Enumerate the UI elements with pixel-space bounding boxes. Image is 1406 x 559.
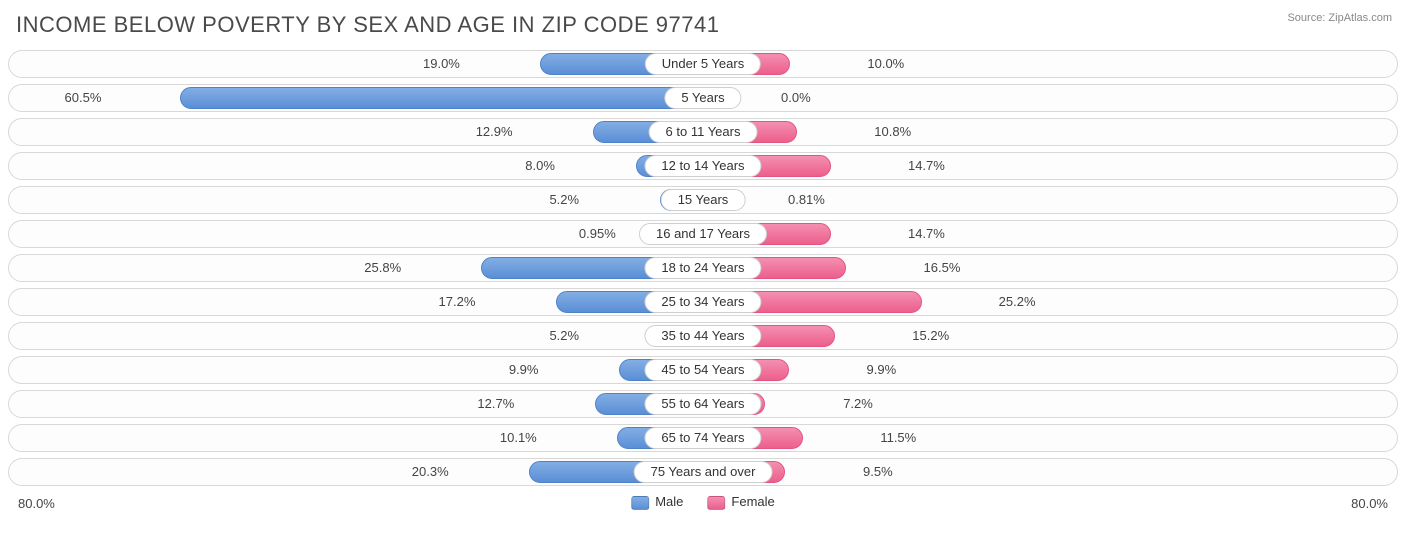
male-value: 9.9% <box>509 359 547 381</box>
female-value: 14.7% <box>900 155 945 177</box>
category-label: 65 to 74 Years <box>644 427 761 449</box>
category-label: 18 to 24 Years <box>644 257 761 279</box>
chart-row: 5.2% 15.2% 35 to 44 Years <box>8 322 1398 350</box>
chart-title: INCOME BELOW POVERTY BY SEX AND AGE IN Z… <box>16 12 1398 38</box>
female-value: 0.81% <box>780 189 825 211</box>
female-value: 9.5% <box>855 461 893 483</box>
female-value: 9.9% <box>859 359 897 381</box>
male-value: 5.2% <box>549 325 587 347</box>
chart-row: 17.2% 25.2% 25 to 34 Years <box>8 288 1398 316</box>
category-label: 45 to 54 Years <box>644 359 761 381</box>
female-value: 14.7% <box>900 223 945 245</box>
chart-row: 12.9% 10.8% 6 to 11 Years <box>8 118 1398 146</box>
category-label: 12 to 14 Years <box>644 155 761 177</box>
male-value: 60.5% <box>65 87 110 109</box>
female-value: 0.0% <box>773 87 811 109</box>
chart-row: 8.0% 14.7% 12 to 14 Years <box>8 152 1398 180</box>
female-value: 16.5% <box>916 257 961 279</box>
category-label: 16 and 17 Years <box>639 223 767 245</box>
category-label: 75 Years and over <box>634 461 773 483</box>
chart-row: 10.1% 11.5% 65 to 74 Years <box>8 424 1398 452</box>
legend-male: Male <box>631 494 683 510</box>
chart-row: 9.9% 9.9% 45 to 54 Years <box>8 356 1398 384</box>
chart-row: 60.5% 0.0% 5 Years <box>8 84 1398 112</box>
legend-female: Female <box>707 494 774 510</box>
pyramid-chart: 19.0% 10.0% Under 5 Years 60.5% 0.0% 5 Years 1… <box>8 50 1398 518</box>
male-bar <box>180 87 705 109</box>
male-value: 19.0% <box>423 53 468 75</box>
female-value: 11.5% <box>872 427 916 449</box>
female-value: 10.8% <box>866 121 911 143</box>
male-value: 5.2% <box>549 189 587 211</box>
male-value: 12.7% <box>477 393 522 415</box>
male-value: 8.0% <box>525 155 563 177</box>
category-label: Under 5 Years <box>645 53 761 75</box>
female-swatch-icon <box>707 496 725 510</box>
chart-row: 19.0% 10.0% Under 5 Years <box>8 50 1398 78</box>
male-swatch-icon <box>631 496 649 510</box>
category-label: 5 Years <box>664 87 741 109</box>
axis-label-left: 80.0% <box>18 496 55 511</box>
chart-row: 20.3% 9.5% 75 Years and over <box>8 458 1398 486</box>
category-label: 15 Years <box>661 189 746 211</box>
chart-row: 0.95% 14.7% 16 and 17 Years <box>8 220 1398 248</box>
source-attribution: Source: ZipAtlas.com <box>1287 12 1392 24</box>
male-value: 10.1% <box>500 427 545 449</box>
axis: 80.0% 80.0% Male Female <box>8 492 1398 518</box>
chart-row: 25.8% 16.5% 18 to 24 Years <box>8 254 1398 282</box>
female-value: 25.2% <box>991 291 1036 313</box>
category-label: 25 to 34 Years <box>644 291 761 313</box>
female-value: 10.0% <box>859 53 904 75</box>
male-value: 17.2% <box>439 291 484 313</box>
chart-row: 12.7% 7.2% 55 to 64 Years <box>8 390 1398 418</box>
category-label: 55 to 64 Years <box>644 393 761 415</box>
male-value: 20.3% <box>412 461 457 483</box>
category-label: 35 to 44 Years <box>644 325 761 347</box>
chart-row: 5.2% 0.81% 15 Years <box>8 186 1398 214</box>
legend: Male Female <box>631 494 775 510</box>
male-value: 12.9% <box>476 121 521 143</box>
female-value: 7.2% <box>835 393 873 415</box>
category-label: 6 to 11 Years <box>649 121 758 143</box>
axis-label-right: 80.0% <box>1351 496 1388 511</box>
female-value: 15.2% <box>904 325 949 347</box>
male-value: 0.95% <box>579 223 624 245</box>
male-value: 25.8% <box>364 257 409 279</box>
